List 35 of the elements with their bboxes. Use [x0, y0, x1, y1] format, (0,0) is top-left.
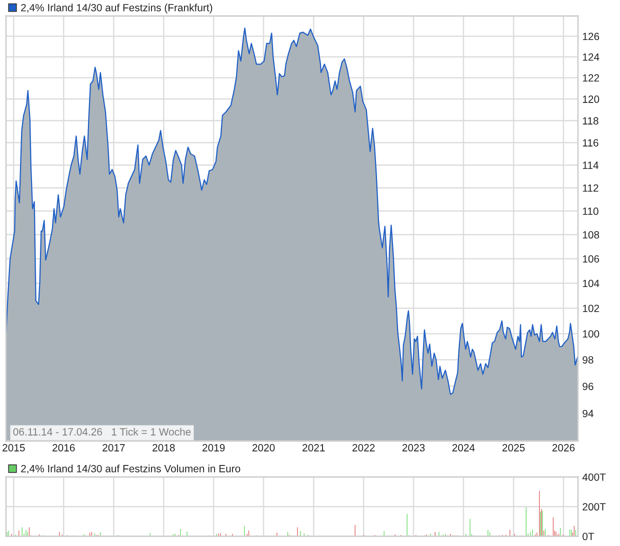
y-tick-label: 118 [582, 117, 598, 125]
y-tick-label: 120 [582, 96, 600, 103]
y-tick-label: 122 [582, 74, 600, 82]
y-tick-label: 94 [582, 410, 594, 418]
x-tick-label: 2023 [402, 444, 425, 452]
y-tick-label: 96 [582, 382, 594, 390]
x-tick-label: 2015 [2, 444, 25, 452]
x-tick-label: 2022 [352, 444, 375, 452]
y-tick-label: 124 [582, 53, 600, 61]
y-tick-label: 116 [582, 139, 598, 147]
x-tick-label: 2016 [52, 444, 75, 452]
x-tick-label: 2019 [202, 444, 225, 452]
x-tick-label: 2020 [252, 444, 275, 452]
legend-label: 2,4% Irland 14/30 auf Festzins (Frankfurt) [21, 4, 212, 14]
x-tick-label: 2017 [102, 444, 125, 452]
y-tick-label: 112 [582, 184, 598, 192]
y-tick-label: 114 [582, 162, 598, 169]
legend-label: 2,4% Irland 14/30 auf Festzins Volumen in Euro [21, 464, 240, 474]
x-tick-label: 2024 [452, 444, 475, 452]
y-tick-label: 200T [582, 503, 606, 511]
y-tick-label: 98 [582, 356, 594, 364]
y-tick-label: 110 [582, 208, 598, 215]
x-tick-label: 2018 [152, 444, 175, 452]
y-tick-label: 106 [582, 255, 600, 263]
y-tick-label: 126 [582, 32, 600, 40]
y-tick-label: 104 [582, 280, 600, 288]
y-tick-label: 400T [582, 473, 606, 481]
x-tick-label: 2026 [552, 444, 575, 452]
y-tick-label: 102 [582, 304, 600, 312]
x-tick-label: 2025 [502, 444, 525, 452]
y-tick-label: 100 [582, 330, 600, 338]
x-tick-label: 2021 [302, 444, 325, 452]
y-tick-label: 0T [582, 532, 594, 540]
annotation: 06.11.14 - 17.04.26 1 Tick = 1 Woche [13, 428, 191, 436]
y-tick-label: 108 [582, 231, 600, 239]
